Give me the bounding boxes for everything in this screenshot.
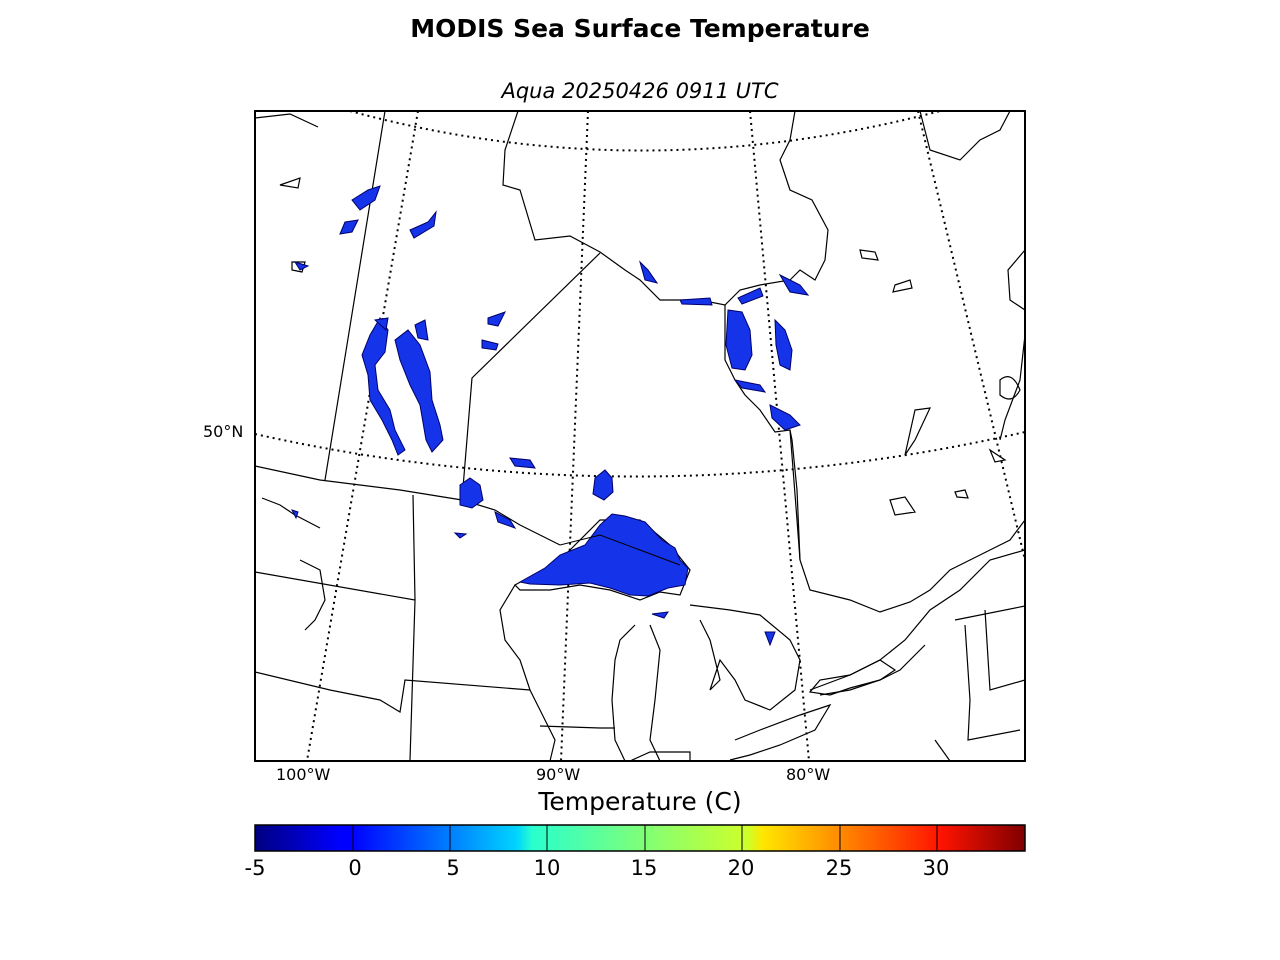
- sst-lake-nipigon: [592, 469, 614, 501]
- lake-erie-ontario-shore: [729, 659, 897, 761]
- meridian-100w: [306, 111, 419, 761]
- western-lakes-outline: [261, 177, 326, 631]
- minnesota-wisconsin-border: [412, 494, 416, 601]
- manitoba-ontario-border: [461, 252, 601, 501]
- us-state-borders-east: [934, 605, 1025, 761]
- sst-james-bay-east: [774, 318, 793, 371]
- sst-lake-of-the-woods: [459, 477, 484, 509]
- james-bay-coast: [724, 305, 1025, 613]
- map-subtitle: Aqua 20250426 0911 UTC: [501, 79, 779, 103]
- sst-lake-superior: [518, 513, 689, 597]
- sst-misc-lakes: [291, 311, 776, 647]
- michigan-lower-peninsula: [629, 751, 691, 761]
- colorbar: [254, 824, 1026, 852]
- map-title: MODIS Sea Surface Temperature: [410, 14, 870, 43]
- colorbar-tick: 25: [825, 856, 853, 880]
- coastlines: [255, 111, 1025, 761]
- colorbar-label: Temperature (C): [538, 787, 742, 816]
- parallel-60n: [349, 111, 941, 152]
- graticule: [255, 111, 1025, 761]
- colorbar-tick: 10: [533, 856, 561, 880]
- hudson-bay-islands: [859, 249, 969, 499]
- lake-superior-border-line: [559, 534, 681, 566]
- manitoba-saskatchewan-border: [324, 111, 386, 481]
- sst-hudson-bay-coastal: [639, 260, 810, 306]
- map-background: [255, 111, 1025, 761]
- wisconsin-coast: [499, 584, 556, 761]
- meridian-80w: [749, 111, 810, 761]
- lon-label-80w: 80°W: [786, 765, 831, 784]
- map-frame: [254, 110, 1026, 762]
- map-area: [255, 111, 1025, 761]
- lon-label-100w: 100°W: [276, 765, 331, 784]
- lake-michigan-shore: [611, 624, 661, 761]
- lake-huron-shore: [689, 604, 801, 711]
- lat-label-50n: 50°N: [203, 422, 244, 441]
- colorbar-tick: 0: [348, 856, 362, 880]
- sst-lake-winnipeg: [394, 329, 444, 453]
- meridian-90w: [560, 111, 589, 761]
- sst-lake-winnipegosis: [361, 317, 406, 456]
- sst-james-bay: [725, 309, 753, 371]
- lon-label-90w: 90°W: [536, 765, 581, 784]
- colorbar-tick: -5: [244, 856, 266, 880]
- colorbar-tick: 15: [630, 856, 658, 880]
- colorbar-frame: [254, 824, 1026, 852]
- ungava-bays: [889, 407, 1007, 516]
- lake-superior-outline: [559, 534, 681, 566]
- labrador-coast: [919, 111, 1025, 400]
- ontario-quebec-border: [789, 429, 801, 561]
- quebec-labrador-border: [999, 334, 1025, 441]
- colorbar-dividers: [352, 825, 938, 851]
- northwest-coast: [255, 113, 319, 128]
- sst-james-bay-south: [733, 379, 801, 431]
- meridian-70w: [917, 111, 1025, 561]
- iowa-border: [539, 725, 615, 729]
- sst-data: [291, 185, 810, 647]
- sst-northern-lakes: [293, 185, 437, 271]
- colorbar-tick: 20: [727, 856, 755, 880]
- hudson-bay-coast: [502, 111, 829, 306]
- colorbar-gradient: [255, 825, 1025, 851]
- south-dakota-border: [255, 671, 531, 713]
- colorbar-tick: 30: [922, 856, 950, 880]
- political-boundaries: [255, 111, 1025, 761]
- colorbar-tick: 5: [446, 856, 460, 880]
